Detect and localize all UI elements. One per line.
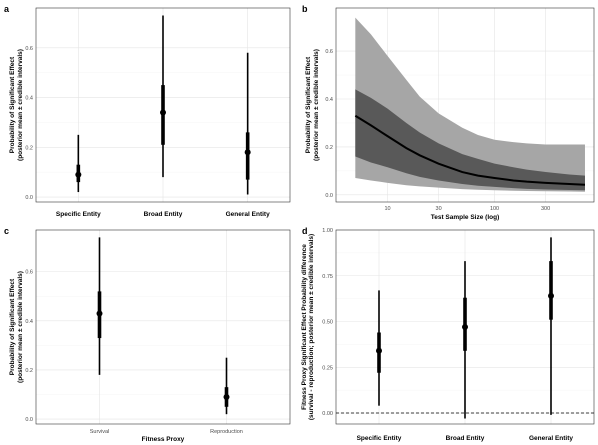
y-tick-label: 0.0 — [25, 417, 33, 423]
x-category-label: General Entity — [529, 435, 573, 442]
plot-frame — [35, 229, 291, 425]
posterior-mean-point — [160, 109, 166, 116]
y-axis-title: Probability of Significant Effect — [9, 56, 16, 153]
y-axis-title: (posterior mean ± credible intervals) — [313, 49, 320, 161]
x-axis-title: Fitness Proxy — [142, 436, 185, 443]
y-tick-label: 0.0 — [25, 195, 33, 201]
x-tick-label: 30 — [436, 206, 442, 212]
posterior-mean-point — [548, 292, 554, 299]
panel-letter: c — [4, 226, 9, 236]
x-category-label: General Entity — [226, 211, 270, 218]
x-category-label: Broad Entity — [144, 211, 183, 218]
plot-frame — [335, 229, 595, 425]
posterior-mean-point — [376, 347, 382, 354]
y-tick-label: 0.2 — [25, 368, 33, 374]
panel-d: d 0.00 0.25 0.50 0.75 1.00 Fitness Proxy Signi… — [301, 226, 595, 442]
x-tick-label: 300 — [541, 206, 550, 212]
x-tick-label: 10 — [384, 206, 390, 212]
y-tick-label: 0.00 — [322, 411, 333, 417]
y-tick-label: 0.75 — [322, 274, 333, 280]
y-axis-title: (survival - reproduction; posterior mean… — [308, 234, 315, 420]
x-category-label: Survival — [90, 429, 110, 435]
panel-b: b 0.0 0.2 0.4 0.6 Probability of Significant … — [302, 4, 595, 221]
x-category-label: Broad Entity — [446, 435, 485, 442]
y-tick-label: 0.50 — [322, 320, 333, 326]
x-category-label: Specific Entity — [357, 435, 402, 442]
posterior-mean-line — [354, 114, 586, 186]
y-tick-label: 1.00 — [322, 228, 333, 234]
posterior-mean-point — [244, 149, 251, 156]
panel-letter: b — [302, 4, 308, 14]
x-tick-label: 100 — [490, 206, 499, 212]
panel-a: a 0.0 0.2 0.4 0.6 Probability of Significant … — [4, 4, 291, 218]
posterior-mean-point — [75, 171, 82, 178]
y-tick-label: 0.0 — [325, 193, 333, 199]
y-tick-label: 0.6 — [325, 49, 333, 55]
y-tick-label: 0.4 — [325, 97, 333, 103]
y-tick-label: 0.6 — [25, 270, 33, 276]
posterior-mean-point — [223, 393, 230, 400]
y-axis-title: Probability of Significant Effect — [305, 56, 312, 153]
panel-letter: a — [4, 4, 10, 14]
inner-credible-band — [355, 89, 585, 191]
panel-letter: d — [302, 226, 308, 236]
y-axis-title: (posterior mean ± credible intervals) — [17, 49, 24, 161]
y-tick-label: 0.4 — [25, 319, 33, 325]
y-tick-label: 0.6 — [25, 46, 33, 52]
x-category-label: Reproduction — [210, 429, 243, 435]
x-category-label: Specific Entity — [56, 211, 101, 218]
panel-c: c 0.0 0.2 0.4 0.6 Probability of Significant … — [4, 226, 291, 443]
x-axis-title: Test Sample Size (log) — [431, 214, 500, 221]
y-tick-label: 0.2 — [325, 145, 333, 151]
posterior-mean-point — [96, 310, 103, 317]
y-tick-label: 0.2 — [25, 145, 33, 151]
y-axis-title: Probability of Significant Effect — [9, 278, 16, 375]
y-axis-title: Fitness Proxy Significant Effect Probabi… — [301, 244, 308, 410]
y-tick-label: 0.4 — [25, 96, 33, 102]
plot-frame — [335, 7, 595, 203]
posterior-mean-point — [462, 324, 468, 330]
plot-frame — [35, 7, 291, 203]
y-tick-label: 0.25 — [322, 365, 333, 371]
y-axis-title: (posterior mean ± credible intervals) — [17, 271, 24, 383]
